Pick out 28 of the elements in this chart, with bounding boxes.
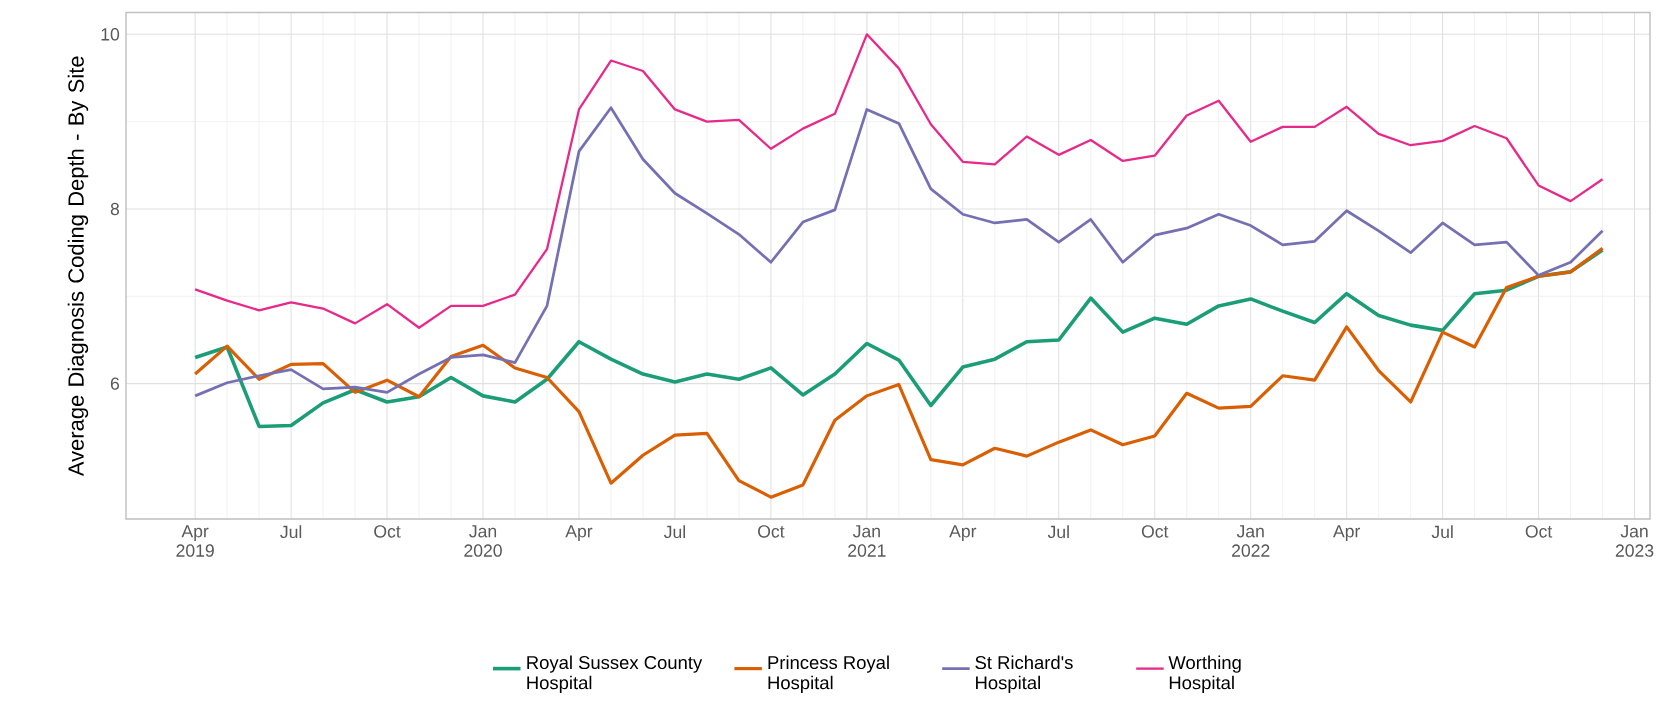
- y-axis-title: Average Diagnosis Coding Depth - By Site: [67, 56, 89, 477]
- y-tick-label: 10: [101, 28, 120, 41]
- x-tick-label: Oct: [758, 525, 785, 538]
- line-series: [193, 33, 1604, 329]
- x-tick-label: Jan 2022: [1232, 525, 1270, 557]
- legend-label: Royal Sussex County Hospital: [527, 655, 703, 693]
- legend-label: St Richard's Hospital: [975, 655, 1073, 693]
- x-tick-label: Jul: [1047, 525, 1069, 539]
- x-tick-label: Jul: [280, 525, 302, 539]
- y-tick-label: 8: [110, 202, 120, 216]
- x-tick-label: Oct: [1141, 525, 1169, 538]
- x-tick-label: Oct: [1525, 525, 1553, 538]
- legend-label: Worthing Hospital: [1168, 655, 1241, 693]
- y-tick-label: 6: [110, 377, 120, 390]
- line-series: [193, 106, 1604, 398]
- x-tick-label: Jul: [1431, 525, 1453, 539]
- x-tick-label: Jan 2020: [464, 525, 502, 557]
- x-tick-label: Apr: [1333, 525, 1361, 541]
- line-series: [193, 248, 1605, 429]
- x-tick-label: Jul: [663, 525, 685, 539]
- x-tick-label: Jan 2023: [1615, 525, 1654, 557]
- x-tick-label: Jan 2021: [848, 525, 886, 557]
- line-series: [193, 246, 1605, 499]
- x-tick-label: Apr 2019: [176, 525, 214, 557]
- x-tick-label: Apr: [949, 525, 977, 541]
- x-tick-label: Oct: [374, 525, 401, 538]
- legend-label: Princess Royal Hospital: [768, 655, 889, 693]
- x-tick-label: Apr: [565, 525, 593, 541]
